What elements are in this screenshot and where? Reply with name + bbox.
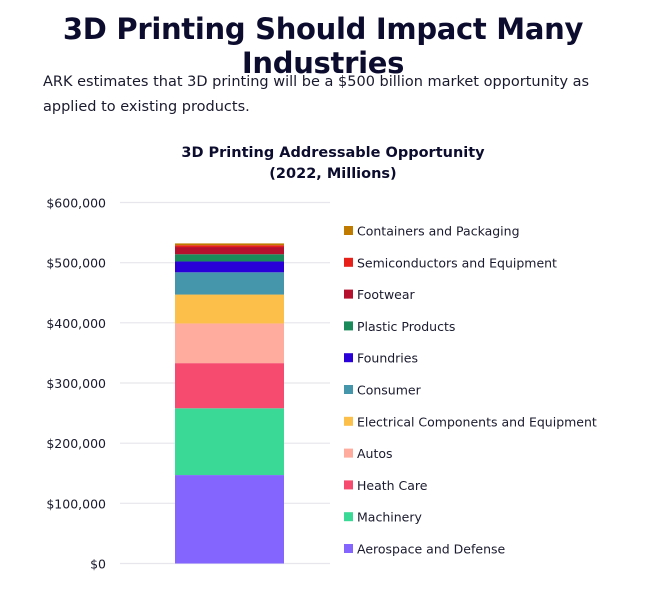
bar-segment-plastic-products <box>175 254 284 262</box>
legend-swatch <box>344 512 353 522</box>
legend-label: Machinery <box>357 510 422 525</box>
legend-swatch <box>344 480 353 490</box>
bar-segment-machinery <box>175 408 284 476</box>
legend-label: Electrical Components and Equipment <box>357 414 597 429</box>
y-tick-label: $200,000 <box>46 436 106 451</box>
legend-item: Containers and Packaging <box>344 224 520 239</box>
legend-swatch <box>344 226 353 235</box>
legend-item: Foundries <box>344 351 418 366</box>
legend-item: Footwear <box>344 287 416 302</box>
y-tick-label: $0 <box>90 557 106 572</box>
legend-item: Autos <box>344 446 393 461</box>
bar-segment-semiconductors-and-equipment <box>175 245 284 248</box>
legend-swatch <box>344 289 353 299</box>
legend-item: Aerospace and Defense <box>344 542 506 557</box>
legend-item: Machinery <box>344 510 422 525</box>
y-tick-label: $400,000 <box>46 316 106 331</box>
y-tick-label: $600,000 <box>46 196 106 211</box>
bar-segment-foundries <box>175 261 284 273</box>
bar-segment-containers-and-packaging <box>175 243 284 246</box>
legend-item: Plastic Products <box>344 319 455 334</box>
legend-label: Semiconductors and Equipment <box>357 255 557 270</box>
y-tick-label: $300,000 <box>46 376 106 391</box>
legend-label: Foundries <box>357 351 418 366</box>
bar-segment-consumer <box>175 272 284 295</box>
bar-segment-heath-care <box>175 363 284 409</box>
bar-segment-autos <box>175 323 284 364</box>
bar-segment-footwear <box>175 247 284 255</box>
y-tick-label: $500,000 <box>46 256 106 271</box>
legend-item: Electrical Components and Equipment <box>344 414 597 429</box>
legend-item: Consumer <box>344 383 422 398</box>
legend-label: Containers and Packaging <box>357 224 520 239</box>
legend-label: Aerospace and Defense <box>357 542 506 557</box>
intro-text: ARK estimates that 3D printing will be a… <box>43 74 590 115</box>
legend-label: Autos <box>357 446 393 461</box>
legend-label: Footwear <box>357 287 416 302</box>
chart-subtitle: (2022, Millions) <box>269 166 396 182</box>
legend-label: Plastic Products <box>357 319 455 334</box>
legend-label: Consumer <box>357 383 422 398</box>
legend-swatch <box>344 544 353 553</box>
legend-swatch <box>344 385 353 394</box>
chart-title: 3D Printing Addressable Opportunity <box>181 145 485 161</box>
legend-swatch <box>344 448 353 458</box>
page-title: 3D Printing Should Impact Many Industrie… <box>62 12 584 80</box>
legend-label: Heath Care <box>357 478 428 493</box>
legend-swatch <box>344 416 353 426</box>
legend-swatch <box>344 257 353 267</box>
legend-item: Heath Care <box>344 478 428 493</box>
legend-swatch <box>344 321 353 331</box>
bar-segment-electrical-components-and-equipment <box>175 294 284 324</box>
bar-segment-aerospace-and-defense <box>175 475 284 564</box>
legend-item: Semiconductors and Equipment <box>344 255 557 270</box>
y-tick-label: $100,000 <box>46 496 106 511</box>
legend-swatch <box>344 353 353 363</box>
